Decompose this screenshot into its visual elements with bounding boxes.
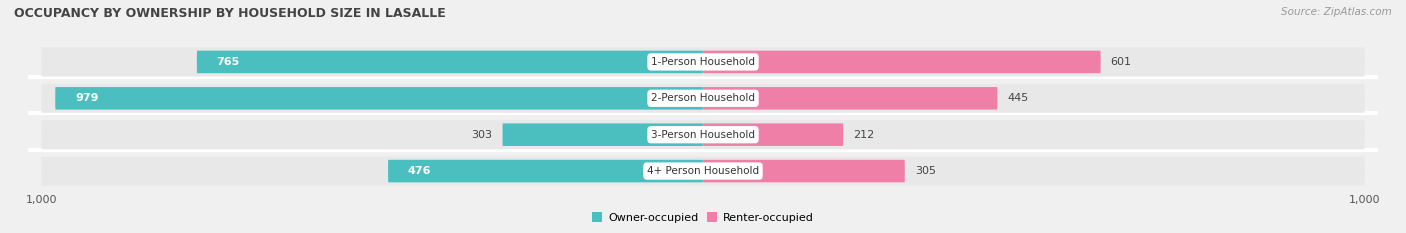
Text: 3-Person Household: 3-Person Household [651,130,755,140]
FancyBboxPatch shape [703,84,1365,113]
Text: 212: 212 [853,130,875,140]
Text: Source: ZipAtlas.com: Source: ZipAtlas.com [1281,7,1392,17]
Text: 305: 305 [915,166,936,176]
Legend: Owner-occupied, Renter-occupied: Owner-occupied, Renter-occupied [588,208,818,227]
Text: 601: 601 [1111,57,1132,67]
Text: 476: 476 [408,166,432,176]
FancyBboxPatch shape [41,47,703,76]
FancyBboxPatch shape [703,160,905,182]
FancyBboxPatch shape [703,47,1365,76]
Text: 1-Person Household: 1-Person Household [651,57,755,67]
FancyBboxPatch shape [502,123,703,146]
FancyBboxPatch shape [703,157,1365,186]
FancyBboxPatch shape [41,120,703,149]
FancyBboxPatch shape [41,84,703,113]
FancyBboxPatch shape [703,51,1101,73]
FancyBboxPatch shape [41,157,703,186]
FancyBboxPatch shape [388,160,703,182]
Text: 4+ Person Household: 4+ Person Household [647,166,759,176]
Text: 445: 445 [1007,93,1029,103]
Text: 979: 979 [75,93,98,103]
FancyBboxPatch shape [703,87,997,110]
FancyBboxPatch shape [703,120,1365,149]
Text: OCCUPANCY BY OWNERSHIP BY HOUSEHOLD SIZE IN LASALLE: OCCUPANCY BY OWNERSHIP BY HOUSEHOLD SIZE… [14,7,446,20]
Text: 303: 303 [471,130,492,140]
FancyBboxPatch shape [703,123,844,146]
FancyBboxPatch shape [55,87,703,110]
Text: 765: 765 [217,57,240,67]
Text: 2-Person Household: 2-Person Household [651,93,755,103]
FancyBboxPatch shape [197,51,703,73]
